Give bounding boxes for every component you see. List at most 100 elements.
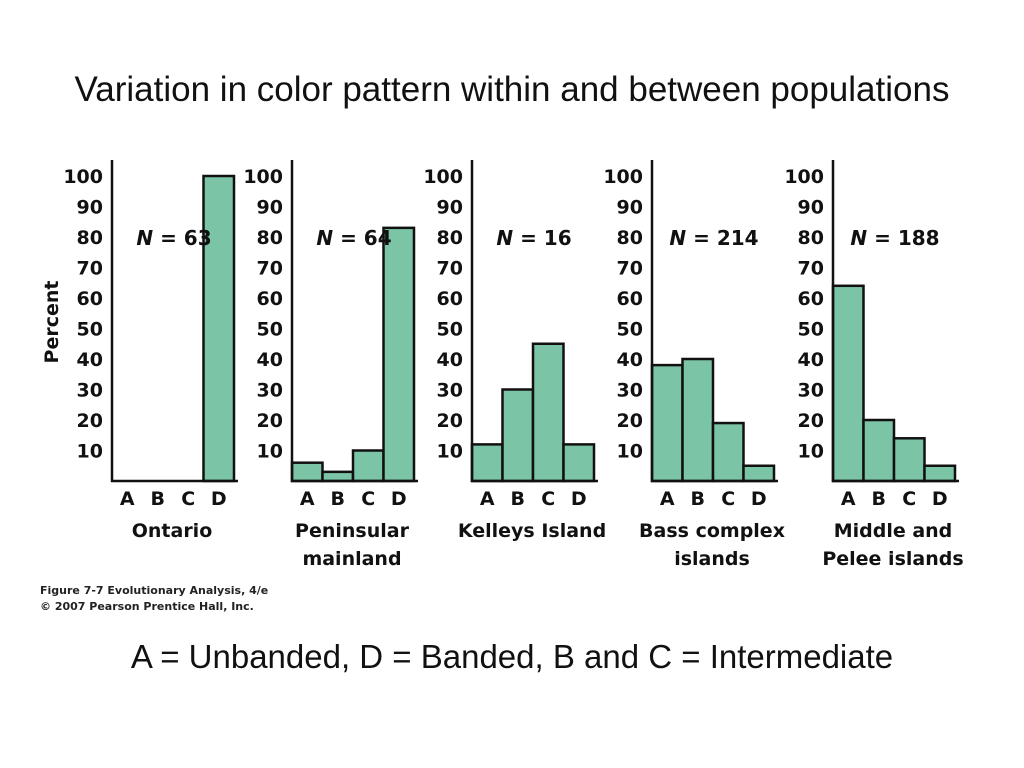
ytick-label: 70 xyxy=(437,258,463,280)
ytick-label: 40 xyxy=(257,349,283,371)
ytick-label: 50 xyxy=(437,319,463,341)
ytick-label: 40 xyxy=(437,349,463,371)
category-label: D xyxy=(211,488,227,510)
category-label: A xyxy=(120,488,135,510)
ytick-label: 90 xyxy=(77,197,103,219)
ytick-label: 70 xyxy=(617,258,643,280)
ytick-label: 40 xyxy=(617,349,643,371)
ytick-label: 70 xyxy=(77,258,103,280)
category-label: C xyxy=(721,488,735,510)
ytick-label: 80 xyxy=(77,227,103,249)
bar-4-a xyxy=(650,363,684,483)
sample-size-label: N = 16 xyxy=(496,226,571,250)
category-label: D xyxy=(932,488,948,510)
ytick-label: 80 xyxy=(437,227,463,249)
ytick-label: 100 xyxy=(603,166,643,188)
category-label: C xyxy=(902,488,916,510)
category-label: D xyxy=(391,488,407,510)
bar-2-b xyxy=(321,470,355,483)
ytick-label: 80 xyxy=(257,227,283,249)
bar-3-d xyxy=(562,443,596,483)
bar-4-d xyxy=(742,464,776,483)
bar-4-b xyxy=(681,357,715,483)
ytick-label: 100 xyxy=(63,166,103,188)
bar-4-c xyxy=(711,421,745,483)
panel-title-1: Ontario xyxy=(132,520,213,542)
ytick-label: 10 xyxy=(77,441,103,463)
sample-size-label: N = 188 xyxy=(850,226,939,250)
ytick-label: 90 xyxy=(437,197,463,219)
category-label: D xyxy=(751,488,767,510)
ytick-label: 80 xyxy=(617,227,643,249)
bar-3-c xyxy=(531,342,565,483)
ytick-label: 20 xyxy=(257,410,283,432)
ytick-label: 50 xyxy=(798,319,824,341)
panel-title-4: islands xyxy=(674,548,750,570)
category-label: B xyxy=(511,488,525,510)
ytick-label: 90 xyxy=(798,197,824,219)
ytick-label: 10 xyxy=(798,441,824,463)
category-label: B xyxy=(691,488,705,510)
ytick-label: 20 xyxy=(437,410,463,432)
ytick-label: 40 xyxy=(798,349,824,371)
ytick-label: 40 xyxy=(77,349,103,371)
category-label: B xyxy=(151,488,165,510)
ytick-label: 30 xyxy=(617,380,643,402)
ytick-label: 60 xyxy=(77,288,103,310)
bar-3-a xyxy=(470,443,504,483)
ytick-label: 70 xyxy=(257,258,283,280)
panel-title-4: Bass complex xyxy=(639,520,785,542)
ytick-label: 50 xyxy=(617,319,643,341)
ytick-label: 60 xyxy=(437,288,463,310)
category-label: A xyxy=(660,488,675,510)
category-label: C xyxy=(541,488,555,510)
ytick-label: 10 xyxy=(257,441,283,463)
bar-1-d xyxy=(202,174,236,483)
bar-2-d xyxy=(382,226,416,483)
slide-title: Variation in color pattern within and be… xyxy=(74,70,950,109)
bar-5-b xyxy=(862,418,896,483)
ytick-label: 70 xyxy=(798,258,824,280)
bar-5-a xyxy=(831,284,865,483)
category-label: B xyxy=(872,488,886,510)
ytick-label: 80 xyxy=(798,227,824,249)
sample-size-label: N = 214 xyxy=(669,226,758,250)
category-label: C xyxy=(181,488,195,510)
copyright-caption: © 2007 Pearson Prentice Hall, Inc. xyxy=(40,600,254,613)
ytick-label: 100 xyxy=(423,166,463,188)
ytick-label: 100 xyxy=(243,166,283,188)
ytick-label: 60 xyxy=(798,288,824,310)
panel-title-2: Peninsular xyxy=(295,520,410,542)
ytick-label: 20 xyxy=(77,410,103,432)
category-label: A xyxy=(300,488,315,510)
ytick-label: 20 xyxy=(617,410,643,432)
category-label: D xyxy=(571,488,587,510)
category-label: B xyxy=(331,488,345,510)
figure-caption: Figure 7-7 Evolutionary Analysis, 4/e xyxy=(40,584,269,597)
panel-title-3: Kelleys Island xyxy=(458,520,606,542)
ytick-label: 30 xyxy=(798,380,824,402)
bar-2-c xyxy=(351,449,385,483)
bar-2-a xyxy=(290,461,324,483)
category-label: C xyxy=(361,488,375,510)
bar-3-b xyxy=(501,388,535,483)
ytick-label: 10 xyxy=(617,441,643,463)
ytick-label: 50 xyxy=(77,319,103,341)
y-axis-label: Percent xyxy=(41,281,63,364)
bar-5-c xyxy=(892,437,926,483)
ytick-label: 100 xyxy=(784,166,824,188)
ytick-label: 20 xyxy=(798,410,824,432)
ytick-label: 50 xyxy=(257,319,283,341)
bar-5-d xyxy=(923,464,957,483)
ytick-label: 30 xyxy=(257,380,283,402)
panel-title-5: Pelee islands xyxy=(822,548,963,570)
ytick-label: 60 xyxy=(257,288,283,310)
category-label: A xyxy=(480,488,495,510)
ytick-label: 90 xyxy=(257,197,283,219)
sample-size-label: N = 64 xyxy=(316,226,391,250)
category-label: A xyxy=(841,488,856,510)
ytick-label: 60 xyxy=(617,288,643,310)
ytick-label: 30 xyxy=(77,380,103,402)
sample-size-label: N = 63 xyxy=(136,226,211,250)
